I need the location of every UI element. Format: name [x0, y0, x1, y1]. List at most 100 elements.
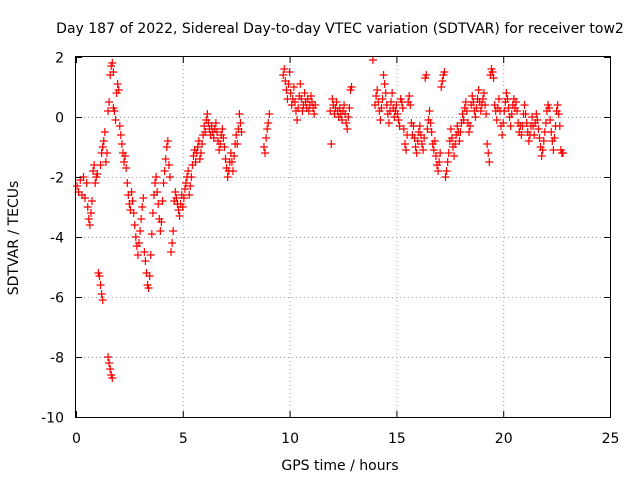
data-point-marker: [98, 296, 107, 304]
data-point-marker: [200, 122, 209, 130]
data-point-marker: [117, 140, 126, 148]
data-point-marker: [546, 116, 555, 124]
data-point-marker: [137, 215, 146, 223]
data-point-marker: [418, 140, 427, 148]
data-point-marker: [216, 140, 225, 148]
data-point-marker: [180, 185, 189, 193]
data-point-marker: [524, 137, 533, 145]
data-point-marker: [538, 146, 547, 154]
data-point-marker: [162, 143, 171, 151]
data-point-marker: [443, 158, 452, 166]
x-tick-label: 15: [388, 431, 406, 447]
data-point-marker: [93, 170, 102, 178]
data-point-marker: [400, 140, 409, 148]
y-tick-label: -8: [50, 351, 64, 367]
data-point-marker: [261, 149, 270, 157]
data-point-marker: [228, 167, 237, 175]
data-point-marker: [447, 134, 456, 142]
data-point-marker: [559, 149, 568, 157]
data-point-marker: [191, 158, 200, 166]
data-point-marker: [406, 101, 415, 109]
data-point-marker: [282, 86, 291, 94]
data-point-marker: [392, 101, 401, 109]
data-point-marker: [153, 188, 162, 196]
x-tick-label: 10: [281, 431, 299, 447]
data-point-marker: [398, 104, 407, 112]
data-point-marker: [95, 272, 104, 280]
data-point-marker: [459, 116, 468, 124]
data-point-marker: [130, 221, 139, 229]
data-point-marker: [109, 68, 118, 76]
data-point-marker: [163, 137, 172, 145]
data-point-marker: [532, 110, 541, 118]
data-point-marker: [518, 122, 527, 130]
data-point-marker: [549, 146, 558, 154]
data-point-marker: [394, 116, 403, 124]
data-point-marker: [84, 215, 93, 223]
data-point-marker: [456, 128, 465, 136]
data-point-marker: [466, 122, 475, 130]
data-point-marker: [485, 158, 494, 166]
data-point-marker: [136, 227, 145, 235]
data-point-marker: [426, 119, 435, 127]
data-point-marker: [96, 161, 105, 169]
data-point-marker: [446, 125, 455, 133]
data-point-marker: [422, 71, 431, 79]
data-point-marker: [441, 173, 450, 181]
data-point-marker: [484, 149, 493, 157]
data-point-marker: [171, 188, 180, 196]
data-point-marker: [156, 227, 165, 235]
data-point-marker: [104, 353, 113, 361]
data-point-marker: [395, 122, 404, 130]
data-point-marker: [499, 119, 508, 127]
data-point-marker: [374, 98, 383, 106]
data-point-marker: [444, 149, 453, 157]
data-point-marker: [286, 89, 295, 97]
x-tick-label: 25: [602, 431, 620, 447]
data-point-marker: [105, 98, 114, 106]
data-point-marker: [554, 110, 563, 118]
data-point-marker: [555, 122, 564, 130]
data-point-marker: [151, 179, 160, 187]
data-point-marker: [279, 71, 288, 79]
data-point-marker: [161, 155, 170, 163]
data-point-marker: [388, 89, 397, 97]
data-point-marker: [513, 107, 522, 115]
data-point-marker: [285, 68, 294, 76]
data-point-marker: [86, 209, 95, 217]
data-point-marker: [512, 98, 521, 106]
y-tick-label: 2: [55, 51, 64, 67]
data-point-marker: [545, 104, 554, 112]
data-point-marker: [290, 98, 299, 106]
data-point-marker: [182, 179, 191, 187]
data-point-marker: [468, 92, 477, 100]
data-point-marker: [146, 251, 155, 259]
data-point-marker: [187, 173, 196, 181]
data-point-marker: [108, 59, 117, 67]
data-point-marker: [122, 164, 131, 172]
data-point-marker: [337, 116, 346, 124]
data-point-marker: [160, 167, 169, 175]
data-point-marker: [420, 134, 429, 142]
data-point-marker: [537, 152, 546, 160]
data-point-marker: [465, 128, 474, 136]
data-point-marker: [230, 152, 239, 160]
data-point-marker: [378, 95, 387, 103]
data-point-marker: [451, 140, 460, 148]
data-point-marker: [379, 71, 388, 79]
data-point-marker: [215, 146, 224, 154]
data-point-marker: [533, 116, 542, 124]
data-point-marker: [96, 281, 105, 289]
data-point-marker: [114, 86, 123, 94]
data-point-marker: [85, 221, 94, 229]
data-point-marker: [478, 95, 487, 103]
data-point-marker: [347, 83, 356, 91]
data-point-marker: [140, 248, 149, 256]
data-point-marker: [479, 89, 488, 97]
data-point-marker: [483, 140, 492, 148]
data-point-marker: [368, 56, 377, 64]
data-point-marker: [128, 197, 137, 205]
data-point-marker: [184, 167, 193, 175]
data-point-marker: [220, 143, 229, 151]
